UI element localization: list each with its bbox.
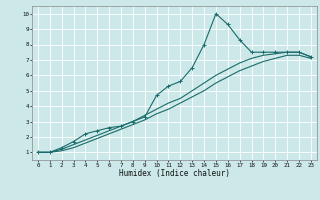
X-axis label: Humidex (Indice chaleur): Humidex (Indice chaleur) [119, 169, 230, 178]
